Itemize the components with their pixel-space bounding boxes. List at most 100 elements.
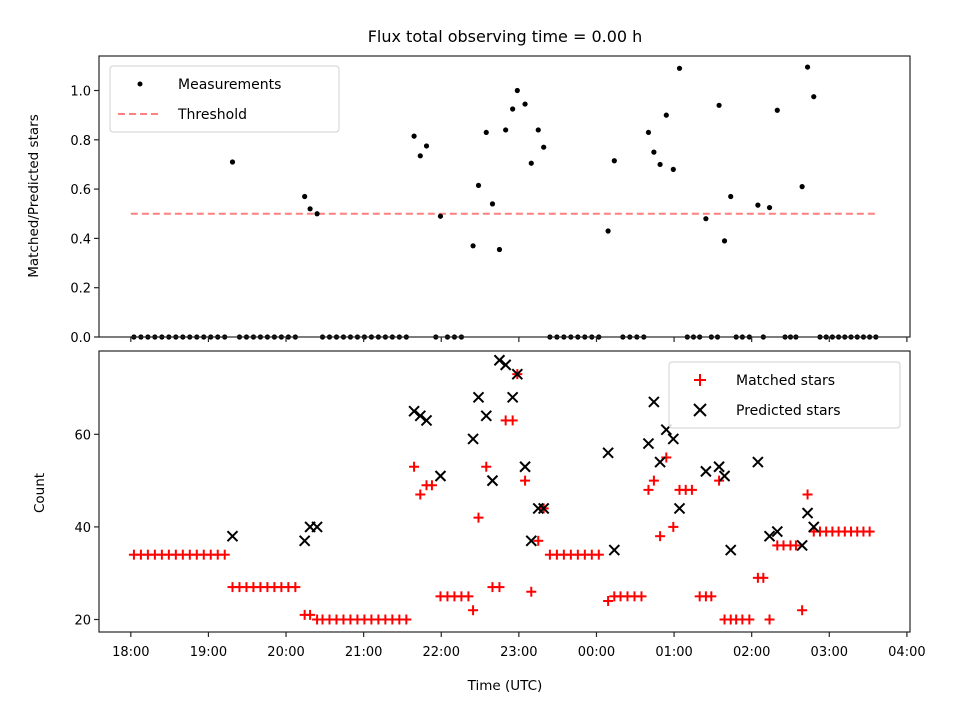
measurement-point: [716, 102, 722, 108]
legend-predicted-label: Predicted stars: [736, 403, 841, 419]
predicted-stars-point: [486, 474, 499, 487]
measurement-point: [541, 144, 547, 150]
matched-stars-point: [661, 452, 672, 463]
y-tick-label: 40: [74, 521, 91, 536]
matched-stars-point: [494, 582, 505, 593]
predicted-stars-point: [654, 456, 666, 468]
matched-stars-point: [636, 591, 647, 602]
measurement-point: [483, 129, 489, 136]
matched-stars-point: [603, 595, 614, 606]
x-tick-label: 00:00: [578, 645, 615, 660]
measurement-point: [703, 216, 709, 222]
measurement-point: [437, 213, 444, 219]
x-axis-label: Time (UTC): [467, 678, 543, 694]
matched-stars-point: [668, 521, 679, 532]
x-tick-label: 22:00: [423, 645, 460, 660]
predicted-stars-point: [642, 437, 655, 450]
top-y-axis: 0.0 0.2 0.4 0.6 0.8 1.0: [70, 85, 99, 346]
measurement-point: [728, 193, 734, 200]
matched-stars-point: [507, 415, 518, 426]
y-tick-label: 0.2: [70, 282, 91, 297]
predicted-stars-point: [511, 368, 524, 380]
matched-stars-point: [219, 549, 230, 560]
predicted-stars-point: [537, 502, 550, 515]
measurement-point: [755, 202, 761, 208]
matched-stars-point: [409, 461, 420, 472]
measurement-point: [676, 65, 683, 71]
predicted-stars-point: [752, 456, 764, 468]
matched-stars-point: [864, 526, 875, 537]
matched-stars-point: [790, 540, 801, 551]
top-y-axis-label: Matched/Predicted stars: [26, 114, 42, 277]
x-tick-label: 04:00: [888, 645, 925, 660]
measurement-point: [766, 204, 773, 211]
bottom-axes-frame: [98, 350, 911, 633]
predicted-stars-point: [472, 391, 485, 404]
x-tick-label: 02:00: [733, 645, 770, 660]
predicted-stars-point: [434, 470, 447, 482]
matched-stars-point: [468, 605, 479, 616]
legend-measurements-label: Measurements: [178, 77, 281, 93]
matched-stars-point: [401, 614, 412, 625]
bottom-legend: Matched stars Predicted stars: [668, 361, 901, 429]
predicted-stars-point: [796, 539, 808, 552]
measurement-point: [651, 149, 657, 155]
predicted-stars-point: [602, 447, 614, 459]
measurement-point: [611, 158, 617, 164]
chart-title: Flux total observing time = 0.00 h: [368, 27, 643, 46]
predicted-stars-point: [414, 410, 427, 422]
y-tick-label: 1.0: [70, 85, 91, 100]
bottom-plot-area: [128, 354, 875, 625]
matched-stars-point: [643, 484, 654, 495]
predicted-stars-point: [525, 535, 537, 547]
predicted-stars-point: [673, 502, 686, 515]
matched-stars-point: [686, 484, 697, 495]
legend-matched-marker: [694, 374, 706, 386]
predicted-stars-point: [467, 433, 479, 445]
predicted-stars-point: [493, 354, 506, 366]
measurement-point: [307, 206, 313, 212]
predicted-stars-point: [801, 507, 814, 519]
bottom-y-axis: 20 40 60: [74, 428, 99, 629]
measurement-point: [645, 129, 652, 136]
measurement-point: [605, 228, 611, 234]
predicted-stars-point: [808, 521, 820, 533]
matched-stars-point: [463, 591, 474, 602]
measurement-point: [528, 160, 534, 166]
matched-stars-point: [706, 591, 717, 602]
x-tick-label: 20:00: [267, 645, 304, 660]
measurement-point: [475, 182, 482, 189]
matched-stars-point: [714, 475, 725, 486]
measurement-point: [811, 94, 817, 100]
measurement-point: [503, 127, 509, 133]
top-plot-area: [130, 64, 879, 340]
x-tick-label: 23:00: [500, 645, 537, 660]
predicted-stars-point: [226, 530, 239, 542]
matched-stars-point: [305, 609, 316, 620]
predicted-stars-point: [763, 530, 776, 542]
measurement-point: [423, 143, 430, 149]
y-tick-label: 0.8: [70, 134, 91, 149]
measurement-point: [514, 87, 520, 94]
x-tick-label: 21:00: [345, 645, 382, 660]
legend-measurements-marker: [137, 81, 143, 87]
x-tick-label: 19:00: [190, 645, 227, 660]
predicted-stars-point: [648, 396, 660, 408]
matched-stars-point: [481, 461, 492, 472]
matched-stars-point: [744, 614, 755, 625]
y-tick-label: 0.6: [70, 183, 91, 198]
matched-stars-point: [593, 549, 604, 560]
measurement-point: [522, 101, 528, 107]
y-tick-label: 0.0: [70, 331, 91, 346]
matched-stars-point: [802, 489, 813, 500]
measurement-point: [411, 133, 417, 139]
predicted-stars-point: [771, 525, 783, 538]
matched-stars-point: [758, 572, 769, 583]
predicted-stars-point: [667, 433, 680, 445]
top-x-axis: [130, 337, 908, 342]
matched-stars-point: [764, 614, 775, 625]
matched-stars-point: [473, 512, 484, 523]
predicted-stars-point: [298, 535, 311, 547]
predicted-stars-point: [408, 405, 420, 417]
